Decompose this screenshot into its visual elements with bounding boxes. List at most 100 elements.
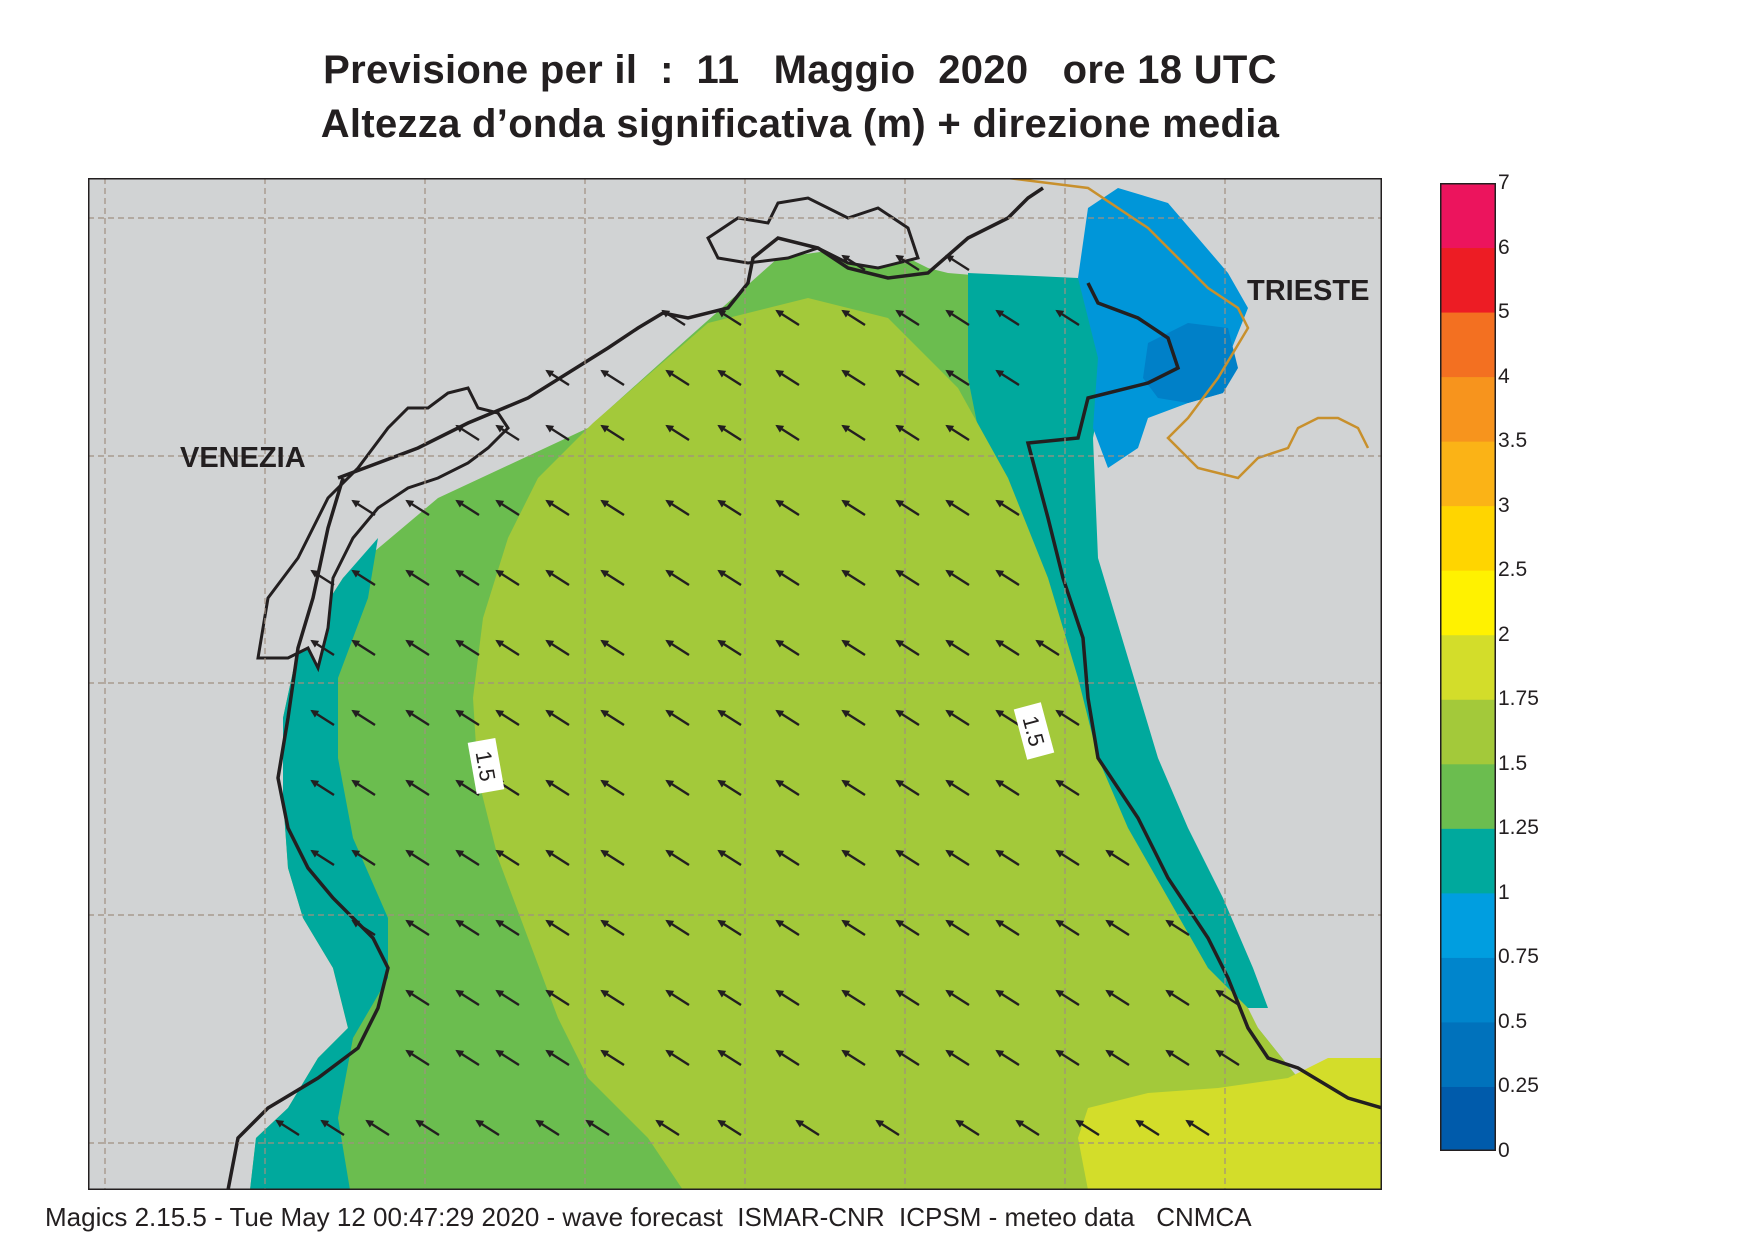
wave-arrow bbox=[995, 709, 1020, 727]
wave-arrow bbox=[1165, 1049, 1190, 1067]
wave-arrow bbox=[535, 1119, 560, 1137]
wave-arrow bbox=[841, 989, 866, 1007]
wave-arrow bbox=[995, 989, 1020, 1007]
wave-arrow bbox=[600, 639, 625, 657]
legend-band-0 bbox=[1440, 1086, 1496, 1151]
footer-credit: Magics 2.15.5 - Tue May 12 00:47:29 2020… bbox=[45, 1202, 1252, 1232]
wave-arrow bbox=[945, 779, 970, 797]
wave-arrow bbox=[600, 709, 625, 727]
wave-arrow bbox=[495, 569, 520, 587]
contour-label-1.5-east: 1.5 bbox=[1013, 702, 1055, 760]
wave-arrow bbox=[1055, 779, 1080, 797]
wave-arrow bbox=[775, 1049, 800, 1067]
wave-arrow bbox=[1015, 1119, 1040, 1137]
legend-label: 6 bbox=[1498, 235, 1510, 259]
wave-arrow bbox=[945, 309, 970, 327]
wave-arrow bbox=[600, 849, 625, 867]
wave-arrow bbox=[775, 709, 800, 727]
wave-arrow bbox=[600, 499, 625, 517]
wave-arrow bbox=[661, 309, 686, 327]
color-scale-legend bbox=[1440, 183, 1496, 1151]
wave-arrow bbox=[405, 919, 430, 937]
wave-arrow bbox=[1135, 1119, 1160, 1137]
wave-arrow bbox=[545, 499, 570, 517]
wave-arrow bbox=[717, 1049, 742, 1067]
wave-arrow bbox=[405, 709, 430, 727]
wave-arrow bbox=[1055, 989, 1080, 1007]
wave-arrow bbox=[600, 424, 625, 442]
legend-label: 0.5 bbox=[1498, 1009, 1528, 1033]
wave-arrow bbox=[995, 569, 1020, 587]
sea-band-1-1.25-west bbox=[250, 538, 388, 1190]
map-subtitle: Altezza d’onda significativa (m) + direz… bbox=[320, 102, 1280, 146]
wave-arrow bbox=[1075, 1119, 1100, 1137]
wave-arrow bbox=[665, 569, 690, 587]
legend-band-2 bbox=[1440, 570, 1496, 636]
wave-arrow bbox=[895, 1049, 920, 1067]
wave-arrow bbox=[1215, 989, 1240, 1007]
wave-arrow bbox=[1105, 849, 1130, 867]
wave-arrow bbox=[1185, 1119, 1210, 1137]
wave-arrow bbox=[945, 254, 970, 272]
wave-arrow bbox=[455, 499, 480, 517]
wave-arrow bbox=[945, 1049, 970, 1067]
wave-arrow bbox=[455, 779, 480, 797]
legend-band-4 bbox=[1440, 312, 1496, 378]
legend-label: 0.75 bbox=[1498, 945, 1539, 969]
wave-arrow bbox=[455, 639, 480, 657]
wave-arrow bbox=[895, 424, 920, 442]
wave-arrow bbox=[775, 424, 800, 442]
wave-arrow bbox=[775, 919, 800, 937]
legend-band-2.5 bbox=[1440, 505, 1496, 571]
wave-arrow bbox=[995, 369, 1020, 387]
sea-band-1-1.25-east bbox=[968, 273, 1268, 1008]
wave-arrow bbox=[405, 499, 430, 517]
wave-arrow bbox=[945, 919, 970, 937]
wave-arrow bbox=[945, 424, 970, 442]
wave-arrow bbox=[545, 424, 570, 442]
wave-arrow bbox=[717, 779, 742, 797]
wave-arrow bbox=[545, 849, 570, 867]
wave-arrow bbox=[545, 989, 570, 1007]
wave-arrow bbox=[841, 919, 866, 937]
legend-band-3.5 bbox=[1440, 376, 1496, 442]
wave-arrow bbox=[455, 849, 480, 867]
wave-arrow bbox=[495, 499, 520, 517]
wave-arrow bbox=[310, 709, 335, 727]
wave-arrow bbox=[775, 569, 800, 587]
legend-label: 7 bbox=[1498, 171, 1510, 194]
wave-arrow bbox=[495, 849, 520, 867]
legend-band-1.75 bbox=[1440, 634, 1496, 700]
map-title: Previsione per il : 11 Maggio 2020 ore 1… bbox=[323, 48, 1277, 92]
wave-arrow bbox=[1165, 919, 1190, 937]
wave-arrow bbox=[945, 369, 970, 387]
wave-arrow bbox=[365, 1119, 390, 1137]
legend-band-0.5 bbox=[1440, 957, 1496, 1023]
sea-band-1.5-1.75 bbox=[473, 298, 1382, 1190]
wave-arrow bbox=[895, 569, 920, 587]
wave-arrow bbox=[841, 369, 866, 387]
legend-band-6 bbox=[1440, 183, 1496, 249]
wave-arrow bbox=[1055, 309, 1080, 327]
wave-arrow bbox=[995, 849, 1020, 867]
wave-arrow bbox=[841, 639, 866, 657]
wave-arrow bbox=[405, 1049, 430, 1067]
city-label-venezia: VENEZIA bbox=[180, 442, 306, 474]
wave-arrow bbox=[455, 1049, 480, 1067]
wave-arrow bbox=[545, 639, 570, 657]
sea-band-1.75-2 bbox=[1078, 1058, 1382, 1190]
wave-arrow bbox=[945, 499, 970, 517]
wave-arrow bbox=[665, 639, 690, 657]
wave-arrow bbox=[895, 849, 920, 867]
wave-arrow bbox=[1105, 919, 1130, 937]
wave-arrow bbox=[310, 779, 335, 797]
wave-arrow bbox=[995, 499, 1020, 517]
wave-arrow bbox=[1055, 849, 1080, 867]
wave-arrow bbox=[665, 369, 690, 387]
wave-arrow bbox=[495, 989, 520, 1007]
contour-label-1.5-west: 1.5 bbox=[467, 737, 505, 795]
wave-arrow bbox=[495, 1049, 520, 1067]
wave-arrow bbox=[455, 424, 480, 442]
wave-arrow bbox=[841, 424, 866, 442]
wave-arrow bbox=[1055, 919, 1080, 937]
